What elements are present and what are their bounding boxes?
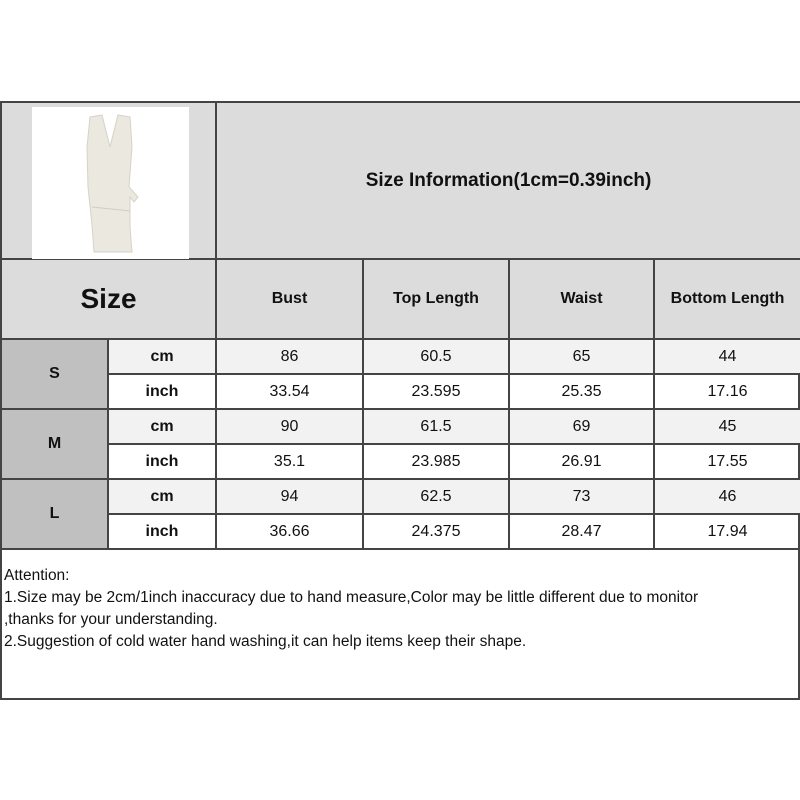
measurement-cell: 24.375: [362, 513, 510, 550]
unit-label: inch: [107, 373, 217, 410]
unit-label: cm: [107, 478, 217, 515]
unit-label: cm: [107, 408, 217, 445]
notes-heading: Attention:: [4, 567, 70, 584]
measurement-cell: 33.54: [215, 373, 364, 410]
table-row: inch 36.66 24.375 28.47 17.94: [1, 513, 800, 550]
measurement-cell: 23.985: [362, 443, 510, 480]
attention-notes: Attention: 1.Size may be 2cm/1inch inacc…: [4, 565, 698, 653]
column-header-bust: Bust: [215, 258, 364, 340]
column-header-bottom-length: Bottom Length: [652, 258, 800, 340]
measurement-cell: 28.47: [508, 513, 655, 550]
measurement-cell: 17.16: [652, 373, 800, 410]
measurement-cell: 65: [508, 338, 655, 375]
measurement-cell: 69: [508, 408, 655, 445]
measurement-cell: 36.66: [215, 513, 364, 550]
table-row: inch 33.54 23.595 25.35 17.16: [1, 373, 800, 410]
column-header-waist: Waist: [508, 258, 655, 340]
size-label: M: [0, 408, 109, 480]
unit-label: inch: [107, 443, 217, 480]
measurement-cell: 61.5: [362, 408, 510, 445]
measurement-cell: 26.91: [508, 443, 655, 480]
size-label: L: [0, 478, 109, 550]
measurement-cell: 94: [215, 478, 364, 515]
measurement-cell: 23.595: [362, 373, 510, 410]
size-chart: Size Information(1cm=0.39inch) Size Bust…: [0, 101, 800, 700]
size-header: Size: [0, 258, 217, 340]
size-table: Size Information(1cm=0.39inch) Size Bust…: [0, 101, 800, 550]
measurement-cell: 17.55: [652, 443, 800, 480]
measurement-cell: 46: [652, 478, 800, 515]
measurement-cell: 17.94: [652, 513, 800, 550]
measurement-cell: 73: [508, 478, 655, 515]
note-line: 2.Suggestion of cold water hand washing,…: [4, 633, 527, 650]
unit-label: inch: [107, 513, 217, 550]
measurement-cell: 45: [652, 408, 800, 445]
column-header-top-length: Top Length: [362, 258, 510, 340]
measurement-cell: 62.5: [362, 478, 510, 515]
unit-label: cm: [107, 338, 217, 375]
product-image: [32, 107, 189, 259]
size-label: S: [0, 338, 109, 410]
note-line: ,thanks for your understanding.: [4, 611, 218, 628]
table-row: inch 35.1 23.985 26.91 17.55: [1, 443, 800, 480]
measurement-cell: 90: [215, 408, 364, 445]
product-image-cell: [0, 101, 217, 260]
note-line: 1.Size may be 2cm/1inch inaccuracy due t…: [4, 589, 699, 606]
measurement-cell: 60.5: [362, 338, 510, 375]
measurement-cell: 86: [215, 338, 364, 375]
measurement-cell: 35.1: [215, 443, 364, 480]
chart-title: Size Information(1cm=0.39inch): [214, 101, 800, 260]
measurement-cell: 44: [652, 338, 800, 375]
measurement-cell: 25.35: [508, 373, 655, 410]
